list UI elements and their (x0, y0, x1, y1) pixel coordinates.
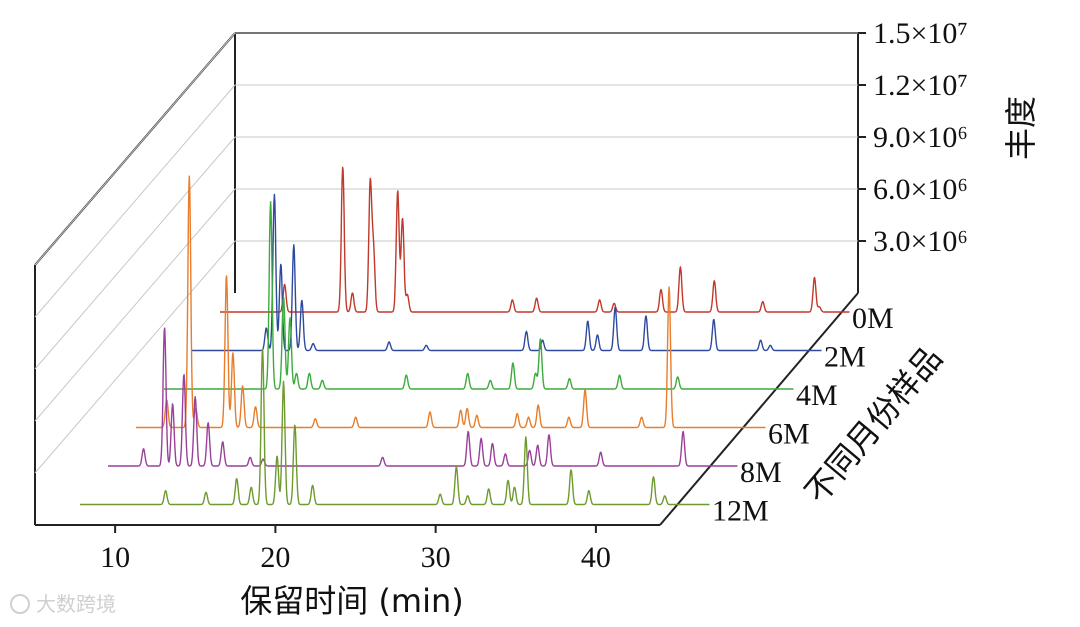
x-tick-label-0: 10 (100, 541, 130, 574)
series-line-12M (79, 348, 710, 506)
right-floor-depth-edge (659, 292, 859, 526)
gridline-side-1 (34, 188, 236, 422)
series-label-2M: 2M (824, 341, 866, 374)
series-label-12M: 12M (712, 495, 769, 528)
watermark-text: 大数跨境 (36, 592, 116, 616)
series-label-4M: 4M (796, 379, 838, 412)
series-label-8M: 8M (740, 456, 782, 489)
watermark-icon (10, 594, 30, 614)
y-tick-label-1: 6.0×10⁶ (873, 173, 968, 206)
y-tick-label-2: 9.0×10⁶ (873, 121, 968, 154)
series-group (79, 166, 850, 506)
back-wall (34, 32, 859, 526)
y-tick-label-4: 1.5×10⁷ (873, 17, 968, 50)
x-tick-label-3: 40 (581, 541, 611, 574)
gridline-side-0 (34, 240, 236, 474)
series-line-2M (191, 193, 822, 352)
y-axis-title: 丰度 (1002, 96, 1040, 160)
x-axis-title: 保留时间 (min) (240, 582, 464, 620)
x-axis-ticks: 10 20 30 40 (100, 525, 611, 574)
y-tick-label-0: 3.0×10⁶ (873, 225, 968, 258)
y-axis-ticks: 3.0×10⁶ 6.0×10⁶ 9.0×10⁶ 1.2×10⁷ 1.5×10⁷ (858, 17, 968, 258)
x-tick-label-2: 30 (421, 541, 451, 574)
series-line-6M (135, 175, 766, 429)
series-label-6M: 6M (768, 418, 810, 451)
gridline-side-3 (34, 84, 236, 318)
gridline-side-2 (34, 136, 236, 370)
gridlines (34, 32, 858, 474)
x-tick-label-1: 20 (260, 541, 290, 574)
gridline-side-4 (34, 32, 236, 266)
z-axis-sample-labels: 0M 2M 4M 6M 8M 12M (712, 302, 894, 528)
series-line-4M (163, 201, 794, 390)
series-line-0M (219, 166, 850, 313)
z-axis-title: 不同月份样品 (797, 339, 950, 511)
y-tick-label-3: 1.2×10⁷ (873, 69, 968, 102)
series-label-0M: 0M (852, 302, 894, 335)
series-line-8M (107, 327, 738, 467)
watermark: 大数跨境 (10, 592, 116, 616)
